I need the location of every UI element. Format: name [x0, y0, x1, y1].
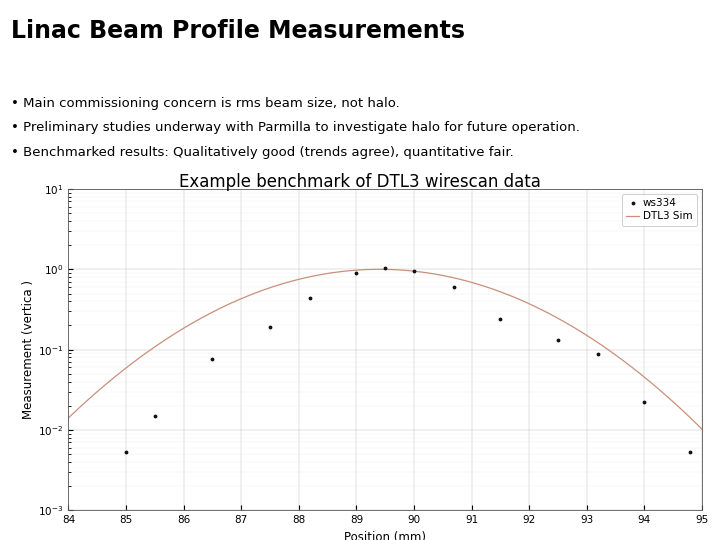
ws334: [496, 316, 505, 322]
ws334: [594, 350, 603, 357]
ws334: [554, 337, 562, 343]
DTL3 Sim: [508, 293, 516, 300]
Text: Example benchmark of DTL3 wirescan data: Example benchmark of DTL3 wirescan data: [179, 173, 541, 191]
Y-axis label: Measurement (vertica ): Measurement (vertica ): [22, 280, 35, 419]
ws334: [381, 265, 390, 271]
ws334: [352, 270, 361, 276]
Text: • Preliminary studies underway with Parmilla to investigate halo for future oper: • Preliminary studies underway with Parm…: [11, 122, 580, 134]
DTL3 Sim: [64, 415, 73, 421]
DTL3 Sim: [568, 323, 577, 329]
DTL3 Sim: [580, 330, 588, 336]
ws334: [306, 295, 315, 301]
ws334: [640, 399, 649, 405]
ws334: [208, 356, 217, 362]
Line: DTL3 Sim: DTL3 Sim: [68, 269, 714, 441]
DTL3 Sim: [325, 270, 333, 276]
Text: • Benchmarked results: Qualitatively good (trends agree), quantitative fair.: • Benchmarked results: Qualitatively goo…: [11, 146, 513, 159]
Line: ws334: ws334: [124, 265, 693, 455]
ws334: [686, 449, 695, 456]
DTL3 Sim: [348, 267, 357, 274]
ws334: [410, 268, 418, 274]
Text: • Main commissioning concern is rms beam size, not halo.: • Main commissioning concern is rms beam…: [11, 97, 400, 110]
DTL3 Sim: [375, 266, 384, 273]
Legend: ws334, DTL3 Sim: ws334, DTL3 Sim: [622, 194, 697, 226]
Text: Linac Beam Profile Measurements: Linac Beam Profile Measurements: [11, 19, 465, 43]
ws334: [450, 284, 459, 290]
DTL3 Sim: [130, 359, 138, 365]
ws334: [122, 449, 130, 456]
DTL3 Sim: [709, 437, 718, 444]
ws334: [266, 324, 274, 330]
ws334: [150, 412, 159, 418]
X-axis label: Position (mm): Position (mm): [344, 531, 426, 540]
